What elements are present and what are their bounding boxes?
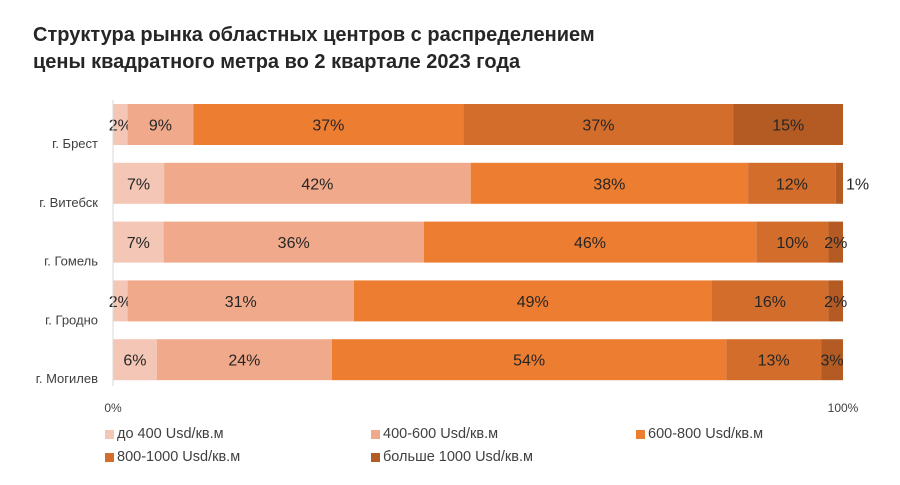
data-label: 42% xyxy=(301,176,333,193)
category-label: г. Витебск xyxy=(39,195,98,210)
legend-label: 400-600 Usd/кв.м xyxy=(383,426,499,442)
bar-segment xyxy=(163,221,424,263)
category-label: г. Гродно xyxy=(45,312,98,327)
data-label: 2% xyxy=(109,118,132,135)
legend-item: 600-800 Usd/кв.м xyxy=(636,426,763,442)
bar-segment xyxy=(748,162,836,204)
data-label: 3% xyxy=(820,353,843,370)
bar-segment xyxy=(828,221,843,263)
legend-label: до 400 Usd/кв.м xyxy=(117,426,224,442)
legend-swatch xyxy=(371,452,380,462)
category-label: г. Могилев xyxy=(36,371,98,386)
legend-item: 800-1000 Usd/кв.м xyxy=(105,449,240,465)
legend-item: 400-600 Usd/кв.м xyxy=(371,426,498,442)
data-label: 2% xyxy=(109,294,132,311)
category-label: г. Брест xyxy=(52,136,98,151)
data-label: 38% xyxy=(593,176,625,193)
bar-segment xyxy=(113,104,128,145)
data-label: 9% xyxy=(149,118,172,135)
bar-segment xyxy=(156,339,332,381)
data-label: 31% xyxy=(225,294,257,311)
data-label: 1% xyxy=(846,176,869,193)
data-label: 15% xyxy=(772,118,804,135)
data-label: 37% xyxy=(582,118,614,135)
chart-title: Структура рынка областных центров с расп… xyxy=(33,22,595,76)
legend-label: 600-800 Usd/кв.м xyxy=(648,426,764,442)
legend-label: 800-1000 Usd/кв.м xyxy=(117,449,241,465)
bar-segment xyxy=(164,162,471,204)
legend-swatch xyxy=(105,429,114,439)
legend-swatch xyxy=(636,429,645,439)
data-label: 12% xyxy=(776,176,808,193)
data-label: 13% xyxy=(758,353,790,370)
bar-segment xyxy=(726,339,822,381)
legend-item: до 400 Usd/кв.м xyxy=(105,426,224,442)
data-label: 7% xyxy=(127,176,150,193)
bar-segment xyxy=(332,339,727,381)
bar-segment xyxy=(113,280,128,322)
legend-label: больше 1000 Usd/кв.м xyxy=(383,449,533,465)
bar-segment xyxy=(353,280,712,322)
bar-segment xyxy=(193,104,464,145)
data-label: 2% xyxy=(824,294,847,311)
chart-title-line-2: цены квадратного метра во 2 квартале 202… xyxy=(33,51,521,73)
data-label: 7% xyxy=(127,235,150,252)
bar-segment xyxy=(733,104,843,145)
data-label: 54% xyxy=(513,353,545,370)
data-label: 49% xyxy=(517,294,549,311)
data-label: 6% xyxy=(123,353,146,370)
bar-segment xyxy=(835,162,843,204)
x-tick-label: 100% xyxy=(828,401,859,415)
bar-segment xyxy=(711,280,829,322)
bar-segment xyxy=(821,339,843,381)
bar-segment xyxy=(113,221,164,263)
category-label: г. Гомель xyxy=(44,254,98,269)
data-label: 36% xyxy=(278,235,310,252)
bar-segment xyxy=(423,221,757,263)
legend-item: больше 1000 Usd/кв.м xyxy=(371,449,533,465)
chart-title-line-1: Структура рынка областных центров с расп… xyxy=(33,24,595,46)
data-label: 46% xyxy=(574,235,606,252)
data-label: 10% xyxy=(776,235,808,252)
legend-swatch xyxy=(371,429,380,439)
bar-segment xyxy=(756,221,829,263)
legend-swatch xyxy=(105,452,114,462)
bar-segment xyxy=(113,339,157,381)
bar-segment xyxy=(127,104,194,145)
data-label: 16% xyxy=(754,294,786,311)
bar-segment xyxy=(828,280,843,322)
x-tick-label: 0% xyxy=(104,401,122,415)
data-label: 24% xyxy=(228,353,260,370)
bar-segment xyxy=(113,162,165,204)
bar-segment xyxy=(127,280,354,322)
bar-segment xyxy=(470,162,749,204)
data-label: 37% xyxy=(312,118,344,135)
data-label: 2% xyxy=(824,235,847,252)
bar-segment xyxy=(463,104,734,145)
